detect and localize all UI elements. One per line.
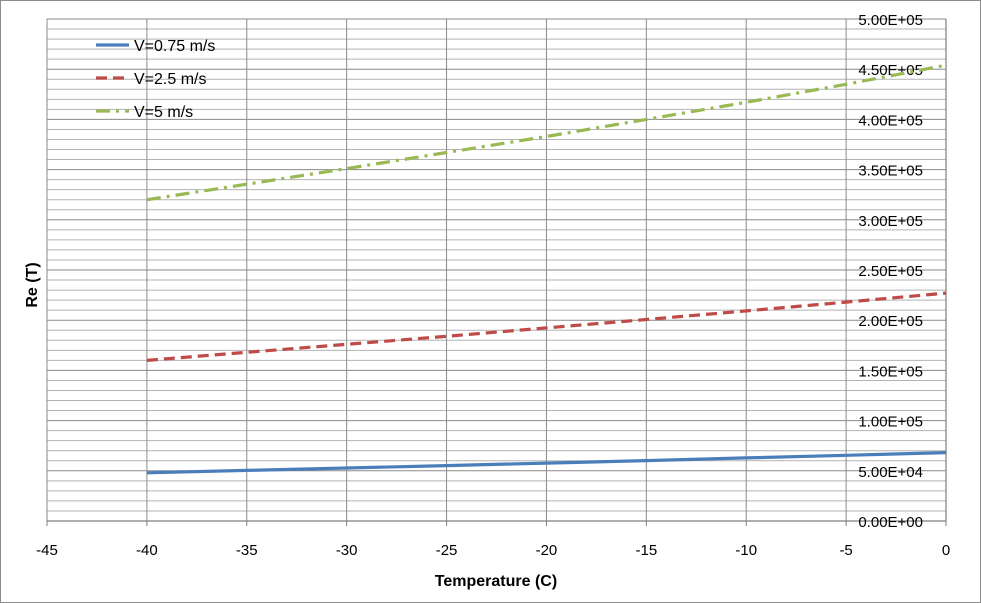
x-tick-label: -35 xyxy=(236,542,258,559)
x-axis-title: Temperature (C) xyxy=(435,573,557,590)
legend-label: V=0.75 m/s xyxy=(134,38,215,55)
x-tick-label: -45 xyxy=(36,542,58,559)
legend: V=0.75 m/s V=2.5 m/s V=5 m/s xyxy=(96,38,215,121)
series-line xyxy=(146,291,947,362)
y-tick-label: 2.50E+05 xyxy=(858,263,923,280)
x-tick-label: -40 xyxy=(136,542,158,559)
y-tick-label: 3.50E+05 xyxy=(858,163,923,180)
x-tick-label: 0 xyxy=(942,542,950,559)
x-tick-label: -30 xyxy=(336,542,358,559)
minor-gridlines xyxy=(47,28,946,512)
series-line xyxy=(146,451,947,475)
major-gridlines xyxy=(46,18,947,522)
y-tick-label: 2.00E+05 xyxy=(858,313,923,330)
legend-label: V=5 m/s xyxy=(134,104,193,121)
y-tick-label: 5.00E+04 xyxy=(858,464,923,481)
y-tick-label: 4.50E+05 xyxy=(858,62,923,79)
x-tick-label: -10 xyxy=(735,542,757,559)
y-tick-label: 0.00E+00 xyxy=(858,514,923,531)
x-tick-label: -20 xyxy=(536,542,558,559)
x-tick-label: -25 xyxy=(436,542,458,559)
x-tick-label: -5 xyxy=(839,542,852,559)
series-line xyxy=(146,63,947,202)
series-lines xyxy=(146,63,947,475)
y-tick-label: 1.00E+05 xyxy=(858,414,923,431)
y-tick-label: 4.00E+05 xyxy=(858,112,923,129)
y-tick-label: 1.50E+05 xyxy=(858,363,923,380)
x-tick-label: -15 xyxy=(635,542,657,559)
legend-label: V=2.5 m/s xyxy=(134,71,206,88)
y-axis-title: Re (T) xyxy=(24,262,41,307)
y-tick-label: 5.00E+05 xyxy=(858,12,923,29)
axes xyxy=(46,19,947,526)
y-tick-label: 3.00E+05 xyxy=(858,213,923,230)
x-tick-labels: -45 -40 -35 -30 -25 -20 -15 -10 -5 0 xyxy=(36,542,950,559)
y-tick-labels: 0.00E+00 5.00E+04 1.00E+05 1.50E+05 2.00E+05… xyxy=(858,12,923,531)
